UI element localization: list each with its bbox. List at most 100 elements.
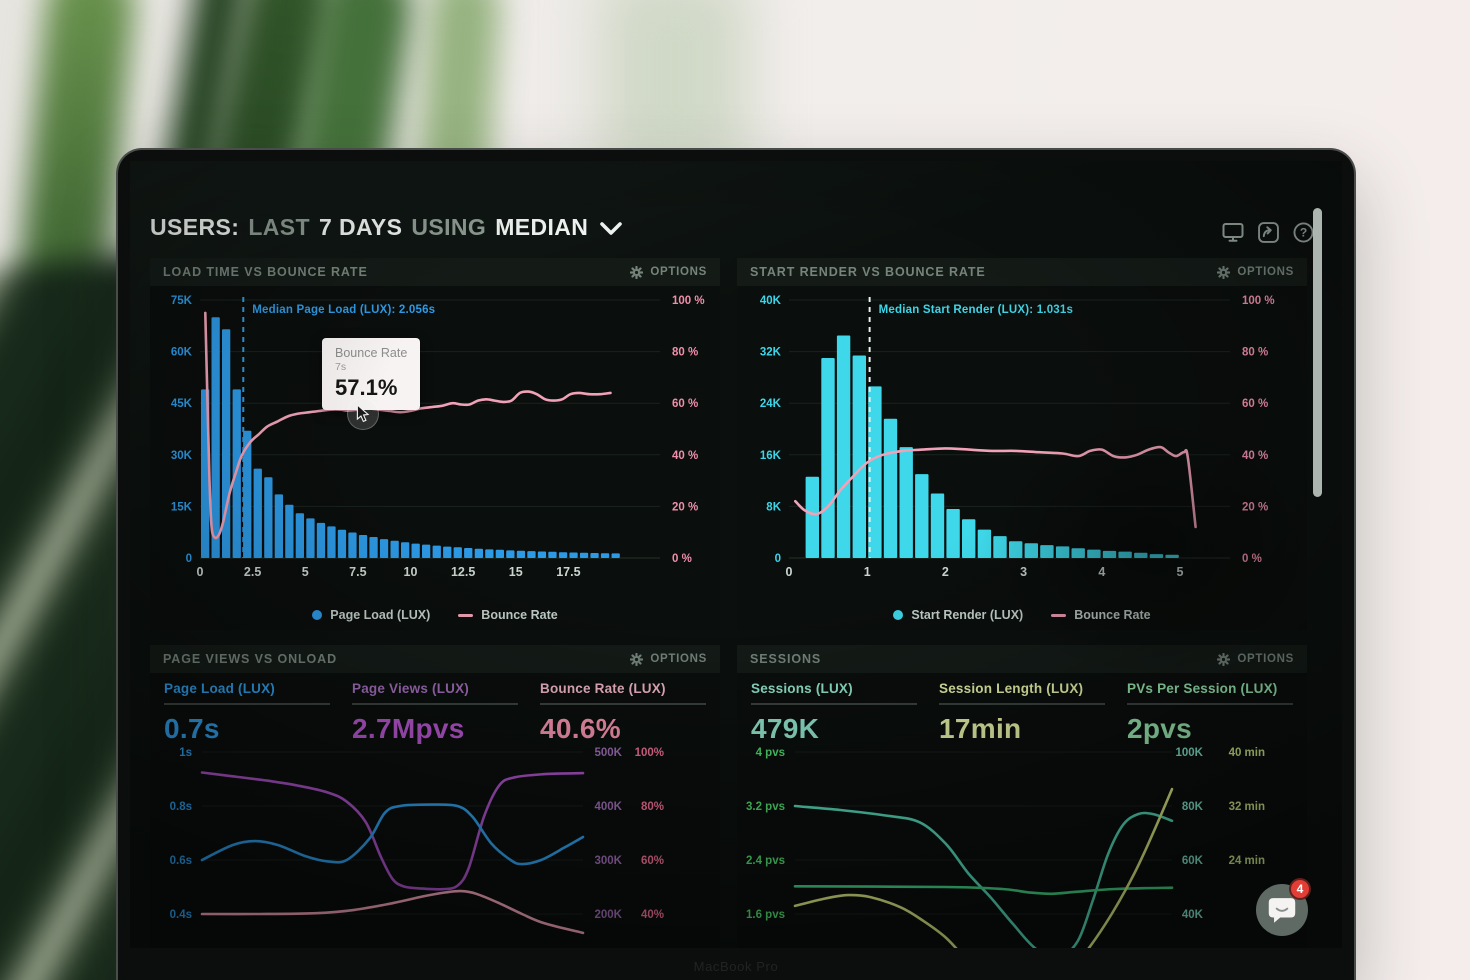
scrollbar[interactable] [1313, 208, 1322, 497]
stats-row: Page Load (LUX) 0.7s Page Views (LUX) 2.… [164, 681, 710, 745]
panel-load-time-vs-bounce-rate: LOAD TIME VS BOUNCE RATE OPTIONS 75K 10 0 … [150, 258, 720, 630]
svg-text:300K: 300K [595, 855, 623, 867]
chart-legend: Start Render (LUX) Bounce Rate [737, 608, 1307, 622]
svg-text:3.2 pvs: 3.2 pvs [746, 801, 785, 813]
display-icon[interactable] [1222, 221, 1244, 243]
laptop: USERS: LAST 7 DAYS USING MEDIAN ? LOAD TIME … [116, 148, 1356, 980]
svg-text:200K: 200K [595, 909, 623, 921]
svg-text:80%: 80% [641, 801, 664, 813]
svg-text:100 %: 100 % [1242, 295, 1275, 307]
panel-title: PAGE VIEWS VS ONLOAD [163, 652, 338, 666]
svg-text:0: 0 [197, 565, 204, 578]
legend-item: Page Load (LUX) [312, 608, 430, 622]
svg-text:4 pvs: 4 pvs [756, 747, 785, 759]
svg-text:0.8s: 0.8s [170, 801, 192, 813]
chat-widget-button[interactable]: 4 [1256, 878, 1311, 936]
options-label: OPTIONS [1237, 653, 1294, 665]
svg-text:100%: 100% [635, 747, 664, 759]
share-icon[interactable] [1257, 221, 1279, 243]
legend-item: Start Render (LUX) [893, 608, 1023, 622]
options-button[interactable]: OPTIONS [630, 652, 707, 666]
svg-text:0 %: 0 % [672, 553, 692, 565]
legend-item: Bounce Rate [1051, 608, 1151, 622]
svg-text:80K: 80K [1182, 801, 1204, 813]
title-segment: MEDIAN [495, 214, 589, 240]
svg-text:1.6 pvs: 1.6 pvs [746, 909, 785, 921]
chat-bubble-icon [1268, 898, 1296, 923]
svg-text:60 %: 60 % [672, 398, 698, 410]
svg-text:7.5: 7.5 [349, 565, 366, 578]
legend-swatch [312, 610, 323, 620]
stat-divider [939, 703, 1105, 705]
svg-text:3: 3 [1020, 565, 1027, 578]
tooltip-x-value: 7s [335, 361, 347, 373]
svg-text:40K: 40K [1182, 909, 1204, 921]
legend-item: Bounce Rate [458, 608, 558, 622]
svg-text:0: 0 [786, 565, 793, 578]
svg-text:32 min: 32 min [1229, 801, 1265, 813]
toolbar: ? [1222, 221, 1314, 243]
svg-text:60%: 60% [641, 855, 664, 867]
stat-divider [751, 703, 917, 705]
svg-text:32K: 32K [760, 347, 782, 359]
stats-row: Sessions (LUX) 479K Session Length (LUX)… [751, 681, 1297, 745]
page-views-onload-chart: 1s 0.8s 0.6s 0.4s 500K 400K 300K 200K 100% 80% 60%… [150, 741, 720, 948]
mouse-cursor [347, 398, 379, 430]
svg-text:15K: 15K [171, 501, 193, 513]
panel-header: LOAD TIME VS BOUNCE RATE OPTIONS [150, 258, 720, 286]
svg-text:5: 5 [302, 565, 309, 578]
device-label: MacBook Pro [693, 959, 779, 974]
legend-label: Bounce Rate [481, 608, 558, 622]
gear-icon [630, 265, 644, 279]
svg-text:10: 10 [404, 565, 418, 578]
stat-divider [540, 703, 706, 705]
gear-icon [630, 652, 644, 666]
svg-text:24K: 24K [760, 398, 782, 410]
panel-page-views-vs-onload: PAGE VIEWS VS ONLOAD OPTIONS Page Load (… [150, 645, 720, 948]
svg-text:4: 4 [1098, 565, 1105, 578]
tooltip-series: Bounce Rate [335, 346, 408, 360]
legend-swatch [458, 613, 474, 617]
svg-text:0: 0 [186, 553, 192, 565]
svg-text:Median Page Load (LUX): 2.056s: Median Page Load (LUX): 2.056s [252, 304, 435, 316]
svg-text:1s: 1s [179, 747, 192, 759]
svg-text:2.4 pvs: 2.4 pvs [746, 855, 785, 867]
svg-text:Median Start Render (LUX): 1.0: Median Start Render (LUX): 1.031s [879, 304, 1073, 316]
svg-text:60K: 60K [1182, 855, 1204, 867]
svg-text:8K: 8K [766, 501, 781, 513]
legend-swatch [1051, 613, 1067, 617]
stat-session-length: Session Length (LUX) 17min [939, 681, 1109, 745]
svg-text:75K: 75K [171, 295, 193, 307]
svg-text:0.6s: 0.6s [170, 855, 192, 867]
panel-title: SESSIONS [750, 652, 822, 666]
title-segment: LAST [248, 214, 310, 240]
bounce-rate-tooltip: Bounce Rate 7s 57.1% [322, 338, 421, 410]
svg-text:1: 1 [864, 565, 871, 578]
legend-label: Bounce Rate [1074, 608, 1151, 622]
stat-bounce-rate: Bounce Rate (LUX) 40.6% [540, 681, 710, 745]
chevron-down-icon [600, 222, 623, 235]
panel-start-render-vs-bounce-rate: START RENDER VS BOUNCE RATE OPTIONS 40K 1… [737, 258, 1307, 630]
options-button[interactable]: OPTIONS [630, 265, 707, 279]
panel-header: START RENDER VS BOUNCE RATE OPTIONS [737, 258, 1307, 286]
gear-icon [1217, 265, 1231, 279]
svg-text:40 %: 40 % [1242, 450, 1268, 462]
svg-text:16K: 16K [760, 450, 782, 462]
options-label: OPTIONS [650, 653, 707, 665]
help-icon[interactable]: ? [1292, 221, 1314, 243]
svg-text:400K: 400K [595, 801, 623, 813]
panel-title: START RENDER VS BOUNCE RATE [750, 265, 986, 279]
svg-text:40K: 40K [760, 295, 782, 307]
svg-text:24 min: 24 min [1229, 855, 1265, 867]
start-render-chart: 40K 100 % 32K 80 % 24K 60 % 16K 40 % 8K 20 % 0 0 % 0… [737, 286, 1307, 579]
gear-icon [1217, 652, 1231, 666]
options-button[interactable]: OPTIONS [1217, 265, 1294, 279]
timeframe-dropdown[interactable]: USERS: LAST 7 DAYS USING MEDIAN [150, 214, 623, 241]
svg-text:40 min: 40 min [1229, 747, 1265, 759]
dashboard-screen: USERS: LAST 7 DAYS USING MEDIAN ? LOAD TIME … [130, 161, 1342, 948]
svg-text:80 %: 80 % [1242, 347, 1268, 359]
svg-text:80 %: 80 % [672, 347, 698, 359]
legend-swatch [893, 610, 904, 620]
legend-label: Page Load (LUX) [330, 608, 431, 622]
options-button[interactable]: OPTIONS [1217, 652, 1294, 666]
